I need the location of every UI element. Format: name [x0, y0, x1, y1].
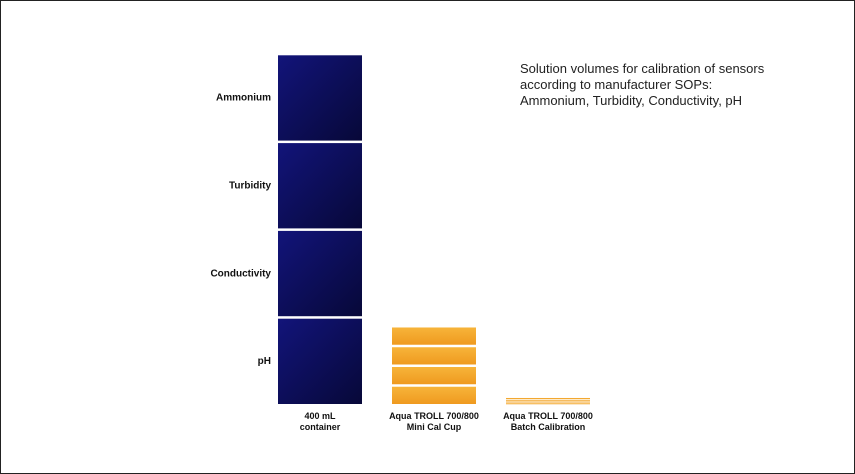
- bar-aqua-troll-700-800-mini-cal-cup-ph: [392, 386, 476, 404]
- category-label-aqua-troll-700-800-mini-cal-cup: Aqua TROLL 700/800 Mini Cal Cup: [389, 411, 479, 432]
- note-line-3: Ammonium, Turbidity, Conductivity, pH: [520, 93, 743, 108]
- bar-aqua-troll-700-800-mini-cal-cup-turbidity: [392, 347, 476, 365]
- series-label-group: pH Conductivity Turbidity Ammonium: [210, 93, 271, 367]
- note-line-2: according to manufacturer SOPs:: [520, 77, 713, 92]
- note-line-1: Solution volumes for calibration of sens…: [520, 61, 765, 76]
- category-label-line: Mini Cal Cup: [407, 422, 462, 432]
- category-label-line: container: [300, 422, 341, 432]
- category-label-400-ml-container: 400 mL container: [300, 411, 341, 432]
- series-label-ph: pH: [258, 356, 271, 367]
- category-label-line: Aqua TROLL 700/800: [389, 411, 479, 421]
- category-label-aqua-troll-700-800-batch-calibration: Aqua TROLL 700/800 Batch Calibration: [503, 411, 593, 432]
- category-label-line: 400 mL: [304, 411, 336, 421]
- bar-400-ml-container-conductivity: [278, 230, 362, 317]
- series-label-turbidity: Turbidity: [229, 181, 271, 192]
- category-label-line: Batch Calibration: [511, 422, 586, 432]
- bar-aqua-troll-700-800-mini-cal-cup-ammonium: [392, 327, 476, 345]
- bar-aqua-troll-700-800-batch-calibration-conductivity: [506, 401, 590, 403]
- bar-aqua-troll-700-800-batch-calibration-turbidity: [506, 399, 590, 401]
- series-label-conductivity: Conductivity: [210, 268, 271, 279]
- bar-400-ml-container-ammonium: [278, 55, 362, 141]
- bar-aqua-troll-700-800-batch-calibration-ammonium: [506, 397, 590, 399]
- bar-aqua-troll-700-800-mini-cal-cup-conductivity: [392, 366, 476, 385]
- series-label-ammonium: Ammonium: [216, 93, 271, 104]
- chart-note: Solution volumes for calibration of sens…: [520, 61, 820, 109]
- bar-group: [278, 55, 590, 405]
- bar-aqua-troll-700-800-batch-calibration-ph: [506, 403, 590, 405]
- category-label-line: Aqua TROLL 700/800: [503, 411, 593, 421]
- bar-400-ml-container-ph: [278, 318, 362, 404]
- bar-400-ml-container-turbidity: [278, 143, 362, 229]
